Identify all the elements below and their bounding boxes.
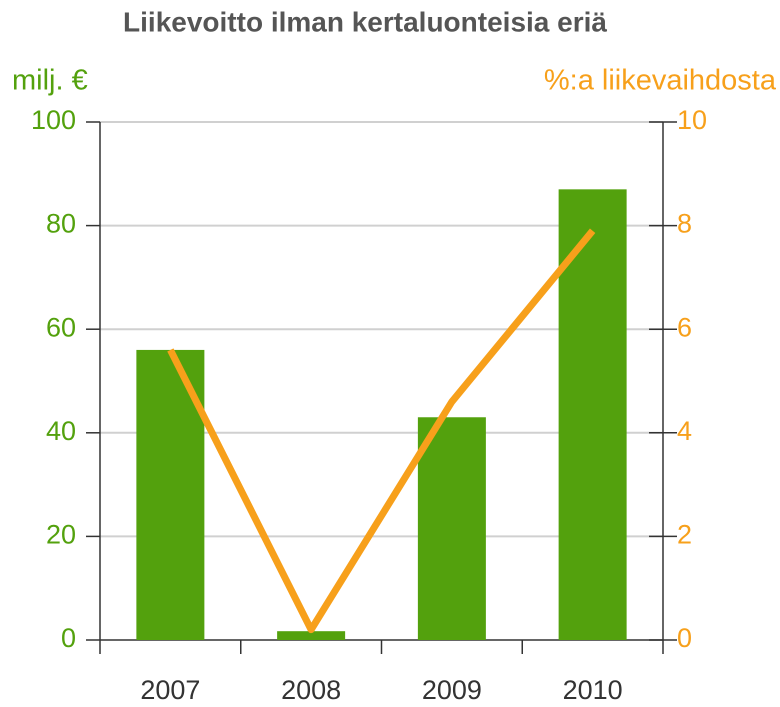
chart-title: Liikevoitto ilman kertaluonteisia eriä xyxy=(123,6,607,37)
x-tick-label: 2007 xyxy=(140,675,200,705)
y-tick-label: 100 xyxy=(31,105,76,135)
x-tick-label: 2008 xyxy=(281,675,341,705)
bar xyxy=(417,417,486,640)
y2-tick-label: 2 xyxy=(677,520,692,550)
y2-axis-label: %:a liikevaihdosta xyxy=(544,65,777,97)
x-tick-label: 2009 xyxy=(422,675,482,705)
y-tick-label: 40 xyxy=(46,416,76,446)
bar xyxy=(558,189,627,640)
y2-tick-label: 6 xyxy=(677,312,692,342)
y2-tick-label: 0 xyxy=(677,623,692,653)
y-tick-label: 20 xyxy=(46,520,76,550)
y-tick-label: 0 xyxy=(61,623,76,653)
y2-tick-label: 4 xyxy=(677,416,692,446)
x-tick-label: 2010 xyxy=(563,675,623,705)
y-axis-label: milj. € xyxy=(12,65,88,97)
y2-tick-label: 8 xyxy=(677,209,692,239)
bar xyxy=(277,631,346,640)
line xyxy=(167,228,596,634)
y-tick-label: 60 xyxy=(46,312,76,342)
y2-tick-label: 10 xyxy=(677,105,707,135)
y-tick-label: 80 xyxy=(46,209,76,239)
